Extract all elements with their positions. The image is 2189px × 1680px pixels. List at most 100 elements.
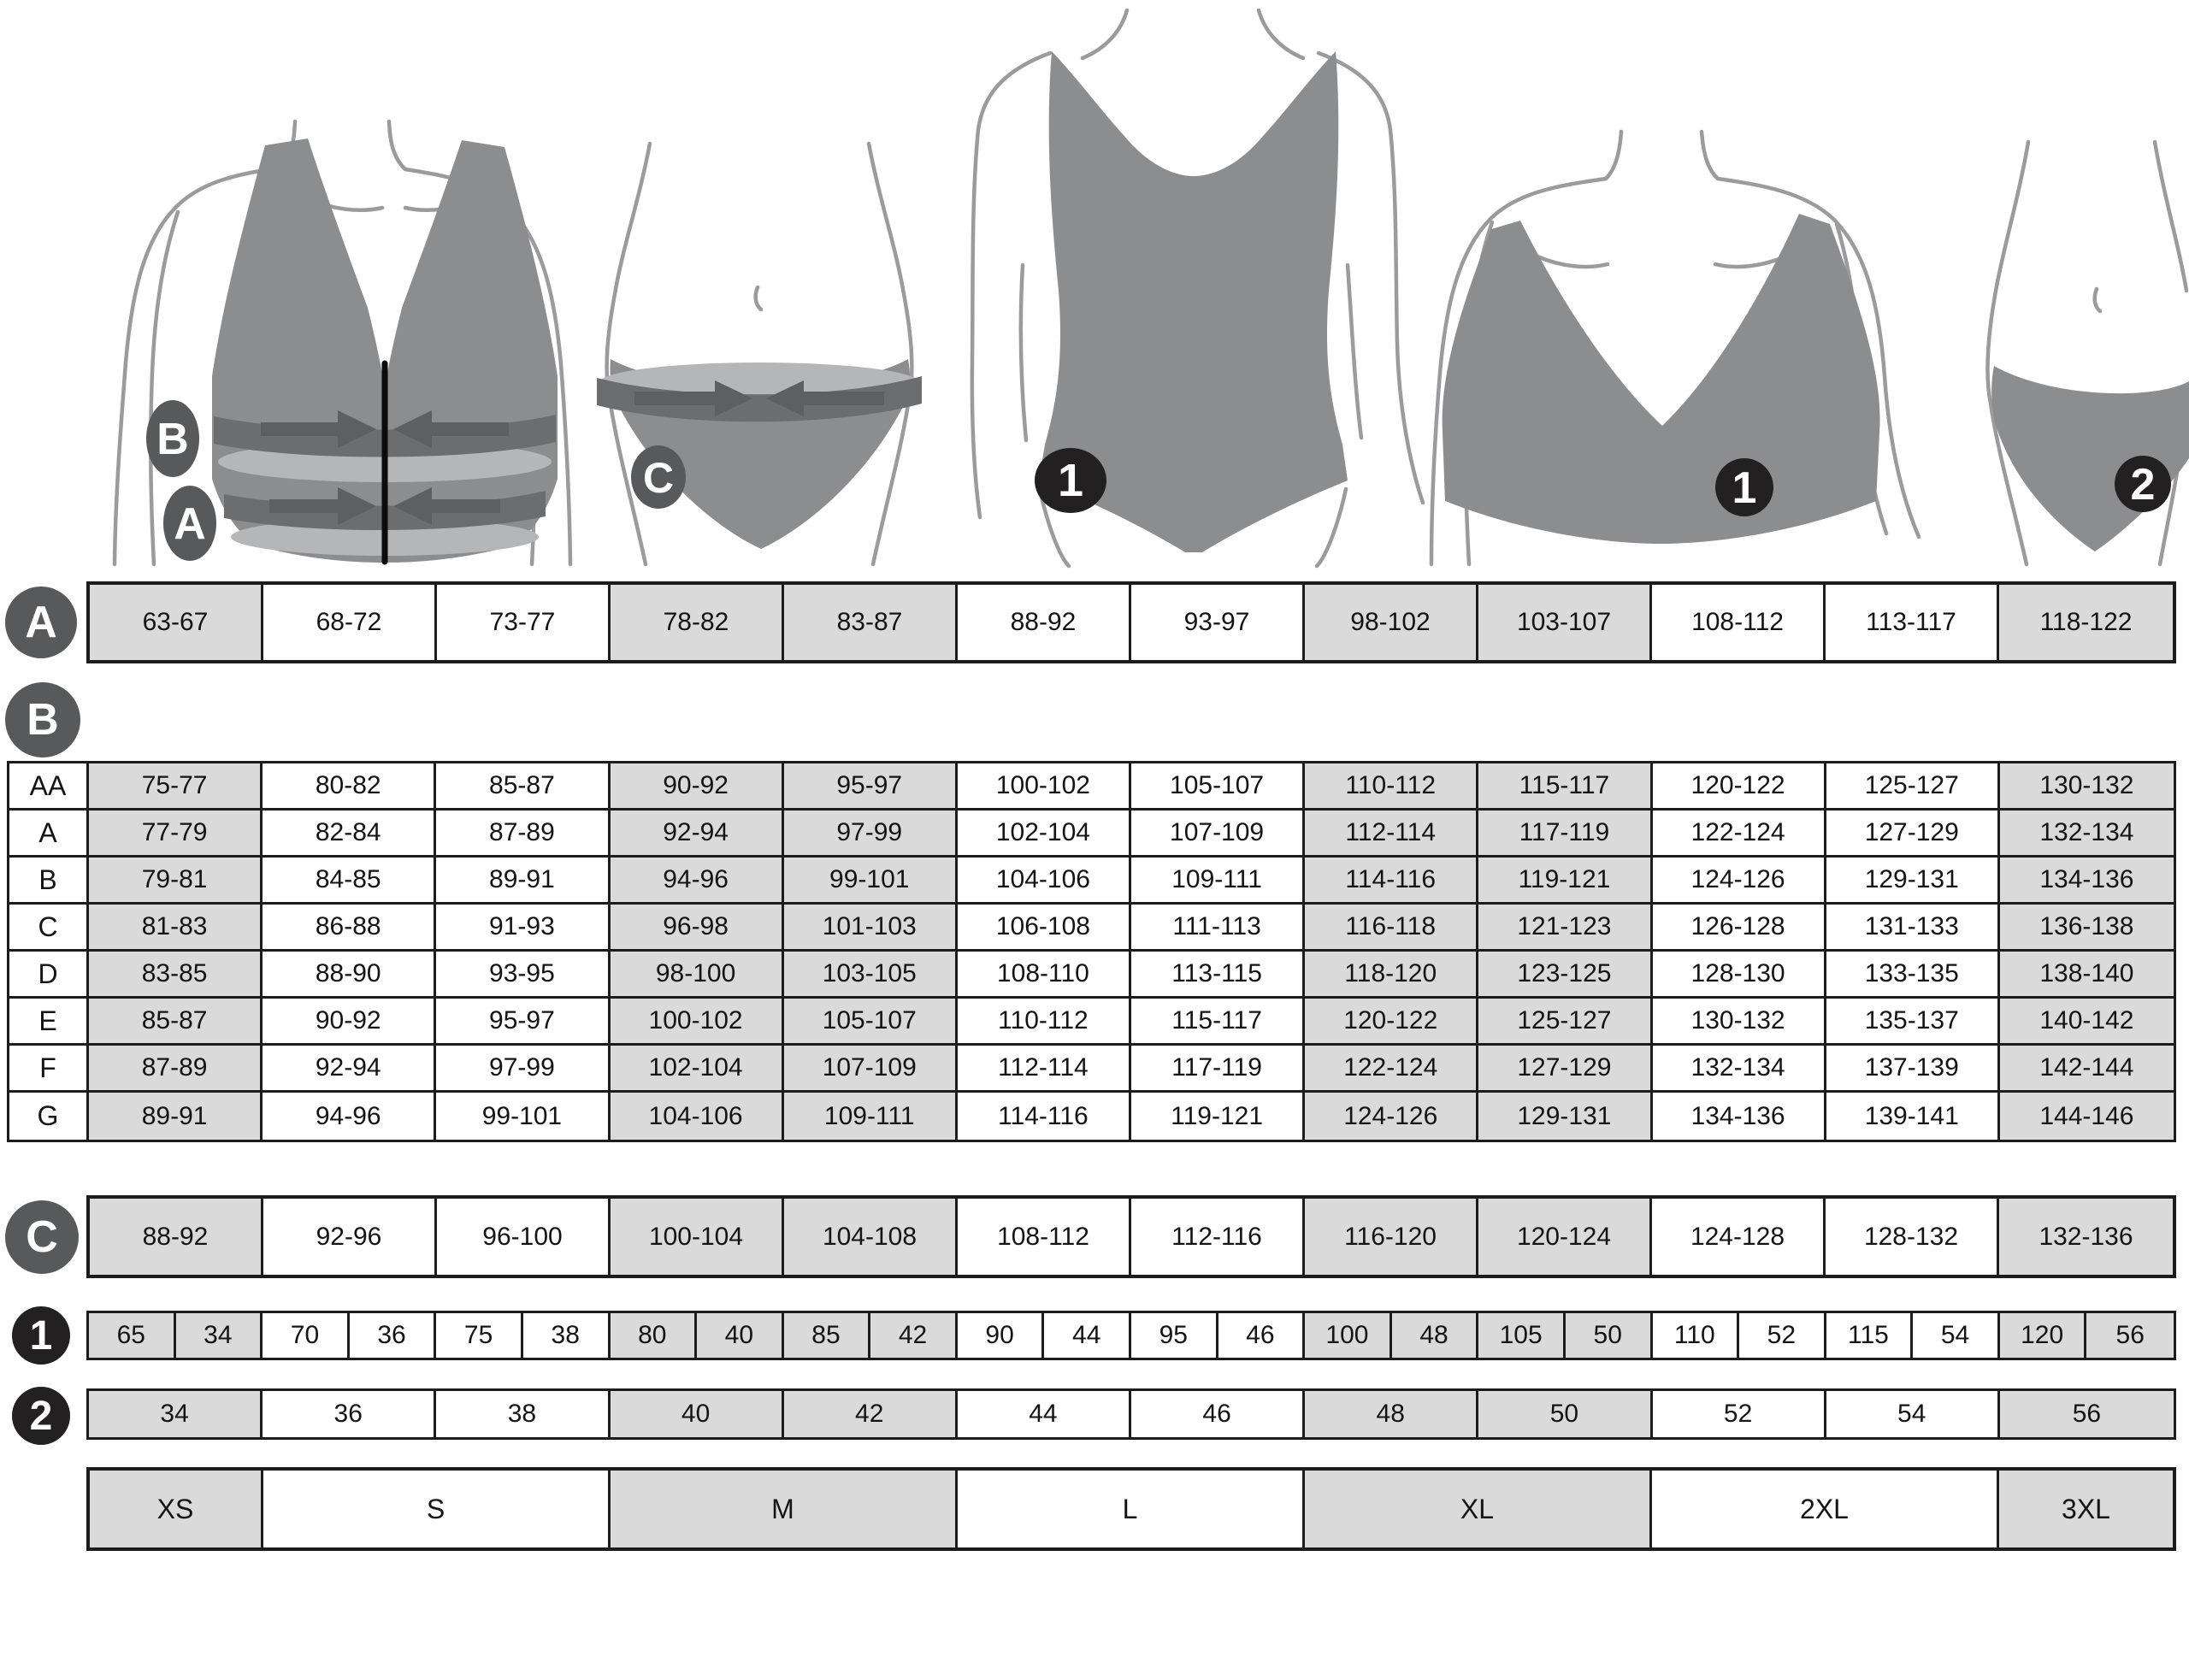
underbust-range-cell: 83-87 (784, 585, 958, 660)
bust-range-cell: 105-107 (783, 999, 958, 1046)
bust-range-cell: 127-129 (1478, 1046, 1653, 1093)
bust-range-cell: 83-85 (89, 952, 263, 999)
bust-range-cell: 87-89 (89, 1046, 263, 1093)
badge-1-icon: 1 (1715, 458, 1773, 516)
bust-range-cell: 88-90 (263, 952, 437, 999)
hip-range-cell: 124-128 (1652, 1199, 1826, 1275)
bust-range-cell: 109-111 (1131, 858, 1306, 905)
underbust-range-cell: 113-117 (1826, 585, 1999, 660)
bust-range-cell: 117-119 (1131, 1046, 1306, 1093)
bust-range-cell: 130-132 (1999, 763, 2174, 811)
panty-size-cell: 44 (957, 1391, 1131, 1437)
bust-range-cell: 135-137 (1826, 999, 2000, 1046)
bra-size-cell: 80 (610, 1313, 698, 1358)
bra-product-illustration: 1 (1429, 129, 1921, 567)
letter-size-cell: M (611, 1471, 958, 1547)
measure-arrows (634, 380, 884, 416)
bust-range-cell: 134-136 (1652, 1093, 1826, 1140)
letter-size-cell: XS (90, 1471, 263, 1547)
bust-range-cell: 108-110 (957, 952, 1131, 999)
bust-range-cell: 91-93 (436, 905, 611, 952)
svg-text:B: B (156, 415, 189, 464)
bust-range-cell: 129-131 (1826, 858, 2000, 905)
bra-size-cell: 56 (2086, 1313, 2174, 1358)
underbust-range-cell: 108-112 (1652, 585, 1826, 660)
bra-size-cell: 50 (1565, 1313, 1653, 1358)
bust-range-cell: 132-134 (1652, 1046, 1826, 1093)
row-1-marker-label: 1 (29, 1312, 53, 1359)
underbust-range-cell: 73-77 (437, 585, 611, 660)
bust-range-cell: 115-117 (1131, 999, 1306, 1046)
bust-range-cell: 123-125 (1478, 952, 1653, 999)
row-2-marker: 2 (12, 1387, 70, 1445)
bra-size-cell: 105 (1478, 1313, 1566, 1358)
panty-size-row: 34 36 38 40 42 44 46 48 50 52 54 56 (86, 1388, 2176, 1440)
bust-range-cell: 120-122 (1305, 999, 1479, 1046)
bust-range-cell: 127-129 (1826, 811, 2000, 858)
bust-range-cell: 126-128 (1652, 905, 1826, 952)
bust-range-cell: 103-105 (783, 952, 958, 999)
bust-range-cell: 105-107 (1131, 763, 1306, 811)
bust-range-cell: 99-101 (436, 1093, 611, 1140)
row-a-marker-label: A (25, 598, 57, 647)
table-b-marker: B (5, 682, 80, 757)
table-b-marker-label: B (27, 695, 59, 745)
bra-size-cell: 120 (1999, 1313, 2087, 1358)
bust-range-cell: 75-77 (89, 763, 263, 811)
measurement-illustrations: B A C (112, 8, 2189, 569)
bust-range-cell: 82-84 (263, 811, 437, 858)
bust-range-cell: 110-112 (957, 999, 1131, 1046)
marker-a-icon: A (163, 486, 216, 561)
measure-arrows (261, 410, 509, 525)
bust-range-cell: 84-85 (263, 858, 437, 905)
bust-range-cell: 90-92 (610, 763, 784, 811)
bust-range-cell: 136-138 (1999, 905, 2174, 952)
panty-product-illustration: 2 (1985, 139, 2189, 567)
row-1-marker: 1 (12, 1306, 70, 1365)
cup-row-label: AA (9, 763, 89, 811)
bust-range-cell: 79-81 (89, 858, 263, 905)
panty-size-cell: 50 (1478, 1391, 1653, 1437)
bust-range-cell: 115-117 (1478, 763, 1653, 811)
bust-range-cell: 124-126 (1652, 858, 1826, 905)
bust-range-cell: 99-101 (783, 858, 958, 905)
panty-size-cell: 40 (610, 1391, 784, 1437)
bust-range-cell: 85-87 (436, 763, 611, 811)
bust-range-cell: 97-99 (783, 811, 958, 858)
swimsuit-shape (1039, 51, 1348, 552)
bra-size-cell: 36 (349, 1313, 437, 1358)
bra-shape (1442, 214, 1880, 544)
bust-range-cell: 125-127 (1826, 763, 2000, 811)
panty-size-cell: 42 (783, 1391, 958, 1437)
bra-size-cell: 48 (1391, 1313, 1479, 1358)
bust-range-cell: 92-94 (263, 1046, 437, 1093)
hip-range-cell: 92-96 (263, 1199, 437, 1275)
bra-measure-illustration: B A (112, 119, 573, 567)
letter-size-cell: L (958, 1471, 1305, 1547)
bust-range-cell: 109-111 (783, 1093, 958, 1140)
letter-size-cell: 3XL (1999, 1471, 2173, 1547)
panty-size-cell: 56 (1999, 1391, 2174, 1437)
bust-range-cell: 118-120 (1305, 952, 1479, 999)
bra-size-cell: 44 (1044, 1313, 1131, 1358)
panty-size-cell: 54 (1826, 1391, 2000, 1437)
bra-size-row: 65 34 70 36 75 38 80 40 85 42 90 44 95 46 100 48 105 50 11… (86, 1311, 2176, 1360)
bust-range-cell: 96-98 (610, 905, 784, 952)
bust-range-cell: 100-102 (610, 999, 784, 1046)
bust-range-cell: 128-130 (1652, 952, 1826, 999)
letter-size-cell: 2XL (1652, 1471, 1999, 1547)
row-c-marker-label: C (26, 1212, 58, 1262)
bust-range-cell: 102-104 (610, 1046, 784, 1093)
panty-size-cell: 38 (436, 1391, 611, 1437)
bust-range-cell: 92-94 (610, 811, 784, 858)
cup-row-label: A (9, 811, 89, 858)
bust-range-cell: 93-95 (436, 952, 611, 999)
bust-range-cell: 129-131 (1478, 1093, 1653, 1140)
cup-size-table: AA 75-77 80-82 85-87 90-92 95-97 100-102 105-10… (7, 761, 2176, 1142)
panty-size-cell: 52 (1652, 1391, 1826, 1437)
bust-range-cell: 122-124 (1305, 1046, 1479, 1093)
bra-size-cell: 54 (1913, 1313, 2000, 1358)
badge-1-icon: 1 (1035, 448, 1106, 513)
cup-row-label: C (9, 905, 89, 952)
